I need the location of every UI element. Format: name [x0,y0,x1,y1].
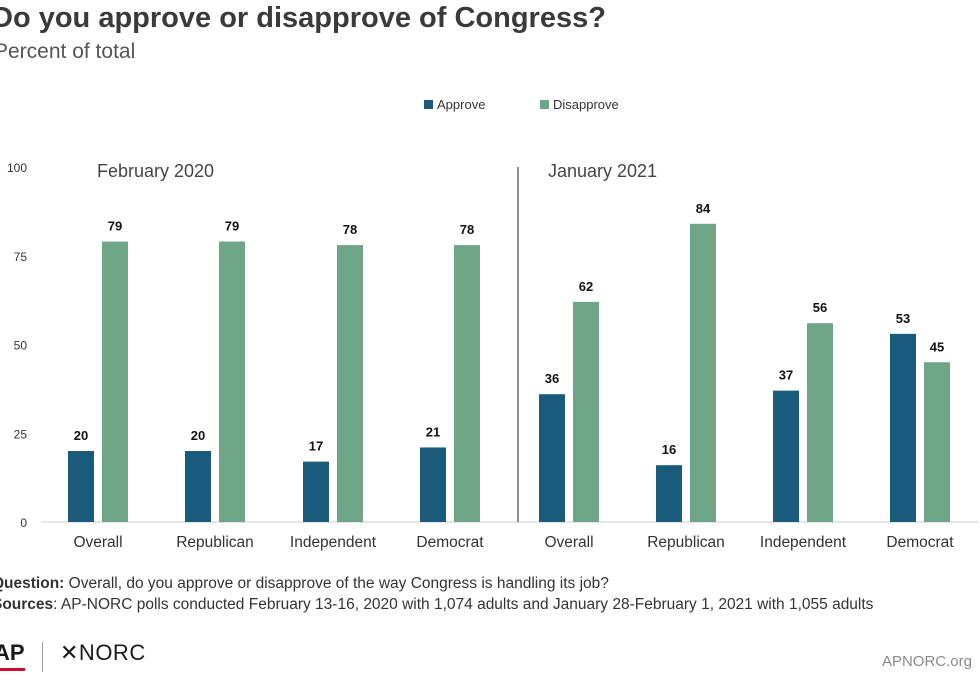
bar-approve [185,451,211,522]
bar-disapprove [219,241,245,523]
sources-text: : AP-NORC polls conducted February 13-16… [53,596,874,613]
legend-label-disapprove: Disapprove [553,97,619,112]
data-label: 16 [662,442,676,457]
sources-label: Sources [0,596,54,613]
bar-approve [303,461,329,522]
bar-disapprove [807,323,833,522]
chart-title: Do you approve or disapprove of Congress… [0,2,606,34]
bar-approve [420,447,446,522]
category-label: Democrat [886,534,954,551]
y-tick-label: 0 [20,516,27,530]
bar-disapprove [924,362,950,522]
norc-logo: ✕NORC [60,640,146,665]
bar-disapprove [690,223,716,523]
data-label: 84 [696,201,711,216]
data-label: 78 [460,222,474,237]
data-label: 36 [545,371,559,386]
ap-logo-underline [0,668,25,671]
data-label: 45 [930,339,944,354]
category-label: Overall [544,534,593,551]
data-label: 21 [426,424,440,439]
data-label: 56 [813,300,827,315]
question-text: Overall, do you approve or disapprove of… [64,575,609,592]
data-label: 20 [191,428,205,443]
category-label: Independent [760,534,847,551]
bar-disapprove [102,241,128,523]
bar-approve [773,390,799,522]
legend-swatch-disapprove [540,100,549,109]
apnorc-url: APNORC.org [881,653,972,670]
question-label: Question: [0,575,65,592]
bar-disapprove [337,245,363,522]
data-label: 37 [779,368,793,383]
category-label: Overall [73,534,122,551]
bar-approve [890,333,916,522]
legend-swatch-approve [424,100,433,109]
category-label: Democrat [416,534,484,551]
y-tick-label: 25 [14,427,28,441]
y-tick-label: 50 [14,339,28,353]
data-label: 79 [108,219,122,234]
ap-logo: AP [0,640,25,665]
bar-approve [656,465,682,522]
bar-chart: 0 25 50 75 100 Approve Disapprove February 2020… [7,97,978,551]
bar-approve [539,394,565,522]
panel-label: February 2020 [97,161,214,181]
data-label: 62 [579,279,593,294]
logo-divider [42,642,43,672]
panel-label: January 2021 [548,161,657,181]
chart-subtitle: Percent of total [0,40,136,63]
y-tick-label: 75 [14,250,28,264]
bar-approve [68,451,94,522]
question-note: Question: Overall, do you approve or dis… [0,575,609,593]
data-label: 79 [225,219,239,234]
data-label: 78 [343,222,357,237]
bar-disapprove [454,245,480,522]
category-label: Independent [290,534,377,551]
bar-disapprove [573,301,599,522]
y-tick-label: 100 [7,161,27,175]
data-label: 20 [74,428,88,443]
data-label: 17 [309,439,323,454]
sources-note: Sources: AP-NORC polls conducted Februar… [0,596,873,614]
data-label: 53 [896,311,910,326]
legend-label-approve: Approve [437,97,485,112]
category-label: Republican [176,534,254,551]
category-label: Republican [647,534,725,551]
